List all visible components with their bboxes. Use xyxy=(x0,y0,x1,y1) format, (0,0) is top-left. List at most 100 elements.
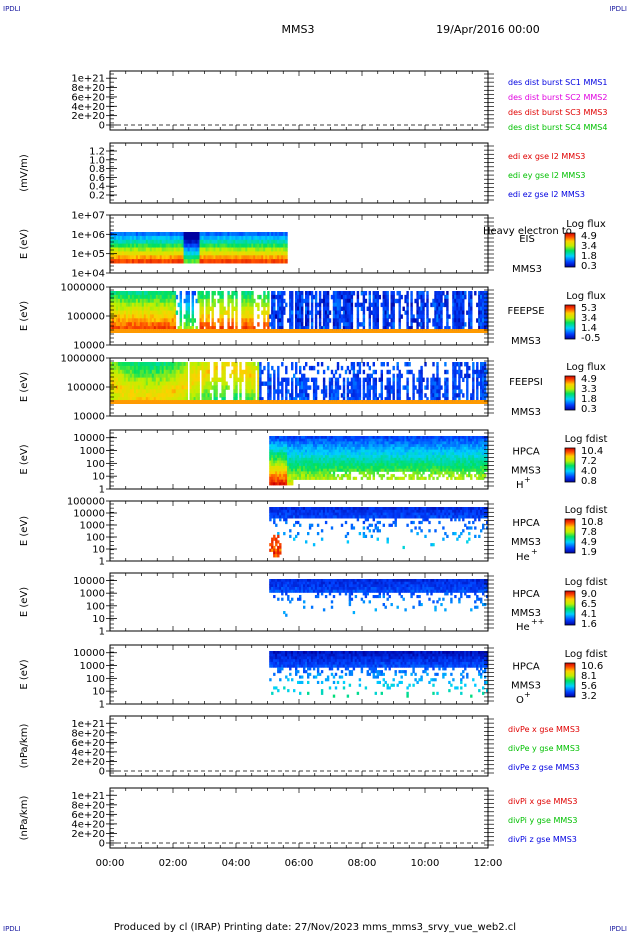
ytick-label: 8e+20 xyxy=(71,800,105,811)
species-charge: + xyxy=(531,547,538,556)
colorbar-tick: 1.4 xyxy=(581,323,597,334)
colorbar-title: Log flux xyxy=(566,362,606,373)
ytick-label: 100000 xyxy=(67,383,105,394)
spectrogram-hpca-h xyxy=(269,436,489,486)
ytick-label: 0 xyxy=(99,121,105,132)
species-label: He xyxy=(516,622,530,633)
spectrogram-eis xyxy=(110,232,288,264)
spacecraft-label: MMS3 xyxy=(511,608,541,619)
ytick-label: 1 xyxy=(99,627,105,638)
ytick-label: 1 xyxy=(99,700,105,711)
colorbar xyxy=(564,447,576,483)
corner-label-top-left: IPDLI xyxy=(3,5,21,13)
ytick-label: 1e+05 xyxy=(71,249,105,260)
ytick-label: 10000 xyxy=(73,433,105,444)
ytick-label: 1.0 xyxy=(89,155,105,166)
ytick-label: 2e+20 xyxy=(71,757,105,768)
ytick-label: 8e+20 xyxy=(71,728,105,739)
spectrogram-hpca-o xyxy=(269,651,489,698)
instrument-label: FEEPSI xyxy=(509,377,543,388)
instrument-label: EIS xyxy=(519,234,535,245)
ytick-label: 6e+20 xyxy=(71,810,105,821)
colorbar-title: Log flux xyxy=(566,291,606,302)
colorbar-tick: 9.0 xyxy=(581,589,597,600)
legend-entry: edi ex gse l2 MMS3 xyxy=(508,152,585,161)
colorbar xyxy=(564,662,576,698)
ytick-label: 0.2 xyxy=(89,191,105,202)
ylabel-eis: E (eV) xyxy=(19,229,30,259)
instrument-label: HPCA xyxy=(512,518,540,529)
colorbar-tick: 0.3 xyxy=(581,261,597,272)
ytick-label: 1e+21 xyxy=(71,74,105,85)
panel-frame-des-dist xyxy=(109,70,489,131)
spacecraft-label: MMS3 xyxy=(511,681,541,692)
spacecraft-label: MMS3 xyxy=(511,537,541,548)
colorbar xyxy=(564,590,576,626)
ytick-label: 10000 xyxy=(73,341,105,352)
corner-label-bottom-right: IPDLI xyxy=(609,925,627,933)
instrument-label: HPCA xyxy=(512,662,540,673)
ytick-label: 100 xyxy=(86,674,105,685)
ylabel-divpi: (nPa/km) xyxy=(19,796,30,841)
colorbar-tick: 0.8 xyxy=(581,476,597,487)
legend-entry: edi ey gse l2 MMS3 xyxy=(508,171,586,180)
colorbar xyxy=(564,375,576,411)
panel-frame-divpe xyxy=(109,715,489,777)
ylabel-divpe: (nPa/km) xyxy=(19,724,30,769)
ytick-label: 1000 xyxy=(80,521,105,532)
ytick-label: 1 xyxy=(99,557,105,568)
ytick-label: 4e+20 xyxy=(71,819,105,830)
colorbar-tick: 4.0 xyxy=(581,466,597,477)
spectrogram-hpca-he2 xyxy=(269,579,489,617)
ytick-label: 4e+20 xyxy=(71,747,105,758)
colorbar-tick: 4.9 xyxy=(581,374,597,385)
colorbar-tick: 10.8 xyxy=(581,517,603,528)
legend-entry: divPe x gse MMS3 xyxy=(508,725,580,734)
colorbar-tick: 4.9 xyxy=(581,537,597,548)
ytick-label: 10 xyxy=(92,472,105,483)
legend-entry: des dist burst SC3 MMS3 xyxy=(508,108,607,117)
spacecraft-label: MMS3 xyxy=(511,466,541,477)
ytick-label: 1000000 xyxy=(60,283,105,294)
legend-entry: divPe y gse MMS3 xyxy=(508,744,580,753)
ytick-label: 1e+06 xyxy=(71,230,105,241)
ytick-label: 0 xyxy=(99,839,105,850)
ytick-label: 10 xyxy=(92,614,105,625)
ytick-label: 2e+20 xyxy=(71,111,105,122)
panel-feeps-e: 1000000 100000 10000 E (eV) FEEPSE MMS3 Log fl… xyxy=(19,283,606,352)
colorbar-tick: 7.2 xyxy=(581,456,597,467)
species-label: H xyxy=(516,480,524,491)
colorbar-tick: 5.3 xyxy=(581,303,597,314)
xtick-label: 02:00 xyxy=(159,858,188,869)
panel-frame-divpi xyxy=(109,787,489,849)
xtick-label: 08:00 xyxy=(348,858,377,869)
spacecraft-title: MMS3 xyxy=(282,23,315,36)
ylabel-edi: (mV/m) xyxy=(19,154,30,192)
xtick-label: 12:00 xyxy=(474,858,503,869)
colorbar-tick: 0.3 xyxy=(581,404,597,415)
ytick-label: 0.4 xyxy=(89,182,105,193)
legend-entry: divPi y gse MMS3 xyxy=(508,816,577,825)
colorbar-tick: 3.2 xyxy=(581,691,597,702)
ytick-label: 2e+20 xyxy=(71,829,105,840)
legend-entry: divPe z gse MMS3 xyxy=(508,763,579,772)
instrument-label: FEEPSE xyxy=(507,306,544,317)
panel-frame-edi xyxy=(109,142,489,204)
xtick-label: 06:00 xyxy=(285,858,314,869)
colorbar-tick: 1.9 xyxy=(581,547,597,558)
ylabel-hpca-o: E (eV) xyxy=(19,659,30,689)
ylabel-hpca-he2: E (eV) xyxy=(19,587,30,617)
colorbar-tick: 3.3 xyxy=(581,384,597,395)
ytick-label: 6e+20 xyxy=(71,92,105,103)
ytick-label: 1e+21 xyxy=(71,719,105,730)
ytick-label: 10 xyxy=(92,687,105,698)
species-charge: + xyxy=(524,475,531,484)
ytick-label: 0.8 xyxy=(89,164,105,175)
xtick-label: 04:00 xyxy=(222,858,251,869)
ytick-label: 1e+04 xyxy=(71,269,105,280)
